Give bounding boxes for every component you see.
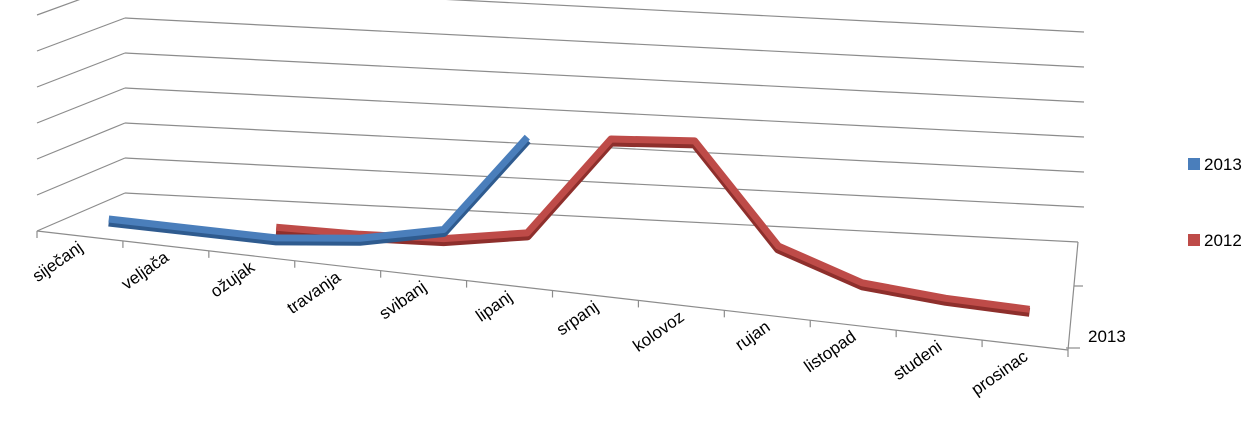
legend-swatch bbox=[1188, 158, 1200, 170]
back-gridline bbox=[124, 157, 1085, 208]
back-gridline bbox=[124, 17, 1085, 68]
series-line-shadow-2012 bbox=[275, 137, 1031, 317]
side-gridline bbox=[36, 0, 81, 16]
side-gridline bbox=[36, 157, 126, 196]
side-gridline bbox=[36, 52, 126, 88]
x-tick-label: kolovoz bbox=[630, 307, 688, 356]
back-gridline bbox=[124, 192, 1079, 243]
back-gridline bbox=[124, 87, 1085, 138]
x-tick-label: veljača bbox=[118, 247, 173, 293]
x-tick-label: studeni bbox=[890, 337, 946, 384]
floor-side-edge bbox=[36, 192, 126, 232]
x-tick-label: listopad bbox=[801, 327, 860, 376]
side-gridline bbox=[36, 17, 126, 52]
x-tick-label: srpanj bbox=[553, 297, 602, 339]
gridlines bbox=[36, 0, 1085, 243]
back-gridline bbox=[124, 52, 1085, 103]
series-line-2013 bbox=[108, 134, 530, 242]
category-tick-labels: siječanj veljača ožujak travanja svibanj lipa… bbox=[29, 238, 1032, 400]
axes: 2013 bbox=[36, 192, 1126, 357]
legend-label: 2012 bbox=[1204, 231, 1242, 250]
series-lines bbox=[108, 134, 1031, 317]
depth-axis-label: 2013 bbox=[1088, 327, 1126, 346]
x-tick-label: ožujak bbox=[207, 257, 259, 301]
x-tick-label: siječanj bbox=[29, 238, 86, 286]
legend-swatch bbox=[1188, 234, 1200, 246]
x-tick-label: travanja bbox=[284, 267, 345, 318]
x-tick-label: lipanj bbox=[472, 287, 515, 325]
side-gridline bbox=[36, 87, 126, 124]
legend: 2013 2012 bbox=[1188, 155, 1242, 250]
x-tick-label: prosinac bbox=[968, 346, 1032, 399]
back-gridline bbox=[445, 0, 1085, 33]
depth-axis-line bbox=[1067, 241, 1079, 351]
x-tick-label: rujan bbox=[732, 317, 774, 354]
x-tick-label: svibanj bbox=[376, 277, 430, 323]
series-line-2012 bbox=[275, 135, 1031, 313]
legend-label: 2013 bbox=[1204, 155, 1242, 174]
side-gridline bbox=[36, 122, 126, 160]
